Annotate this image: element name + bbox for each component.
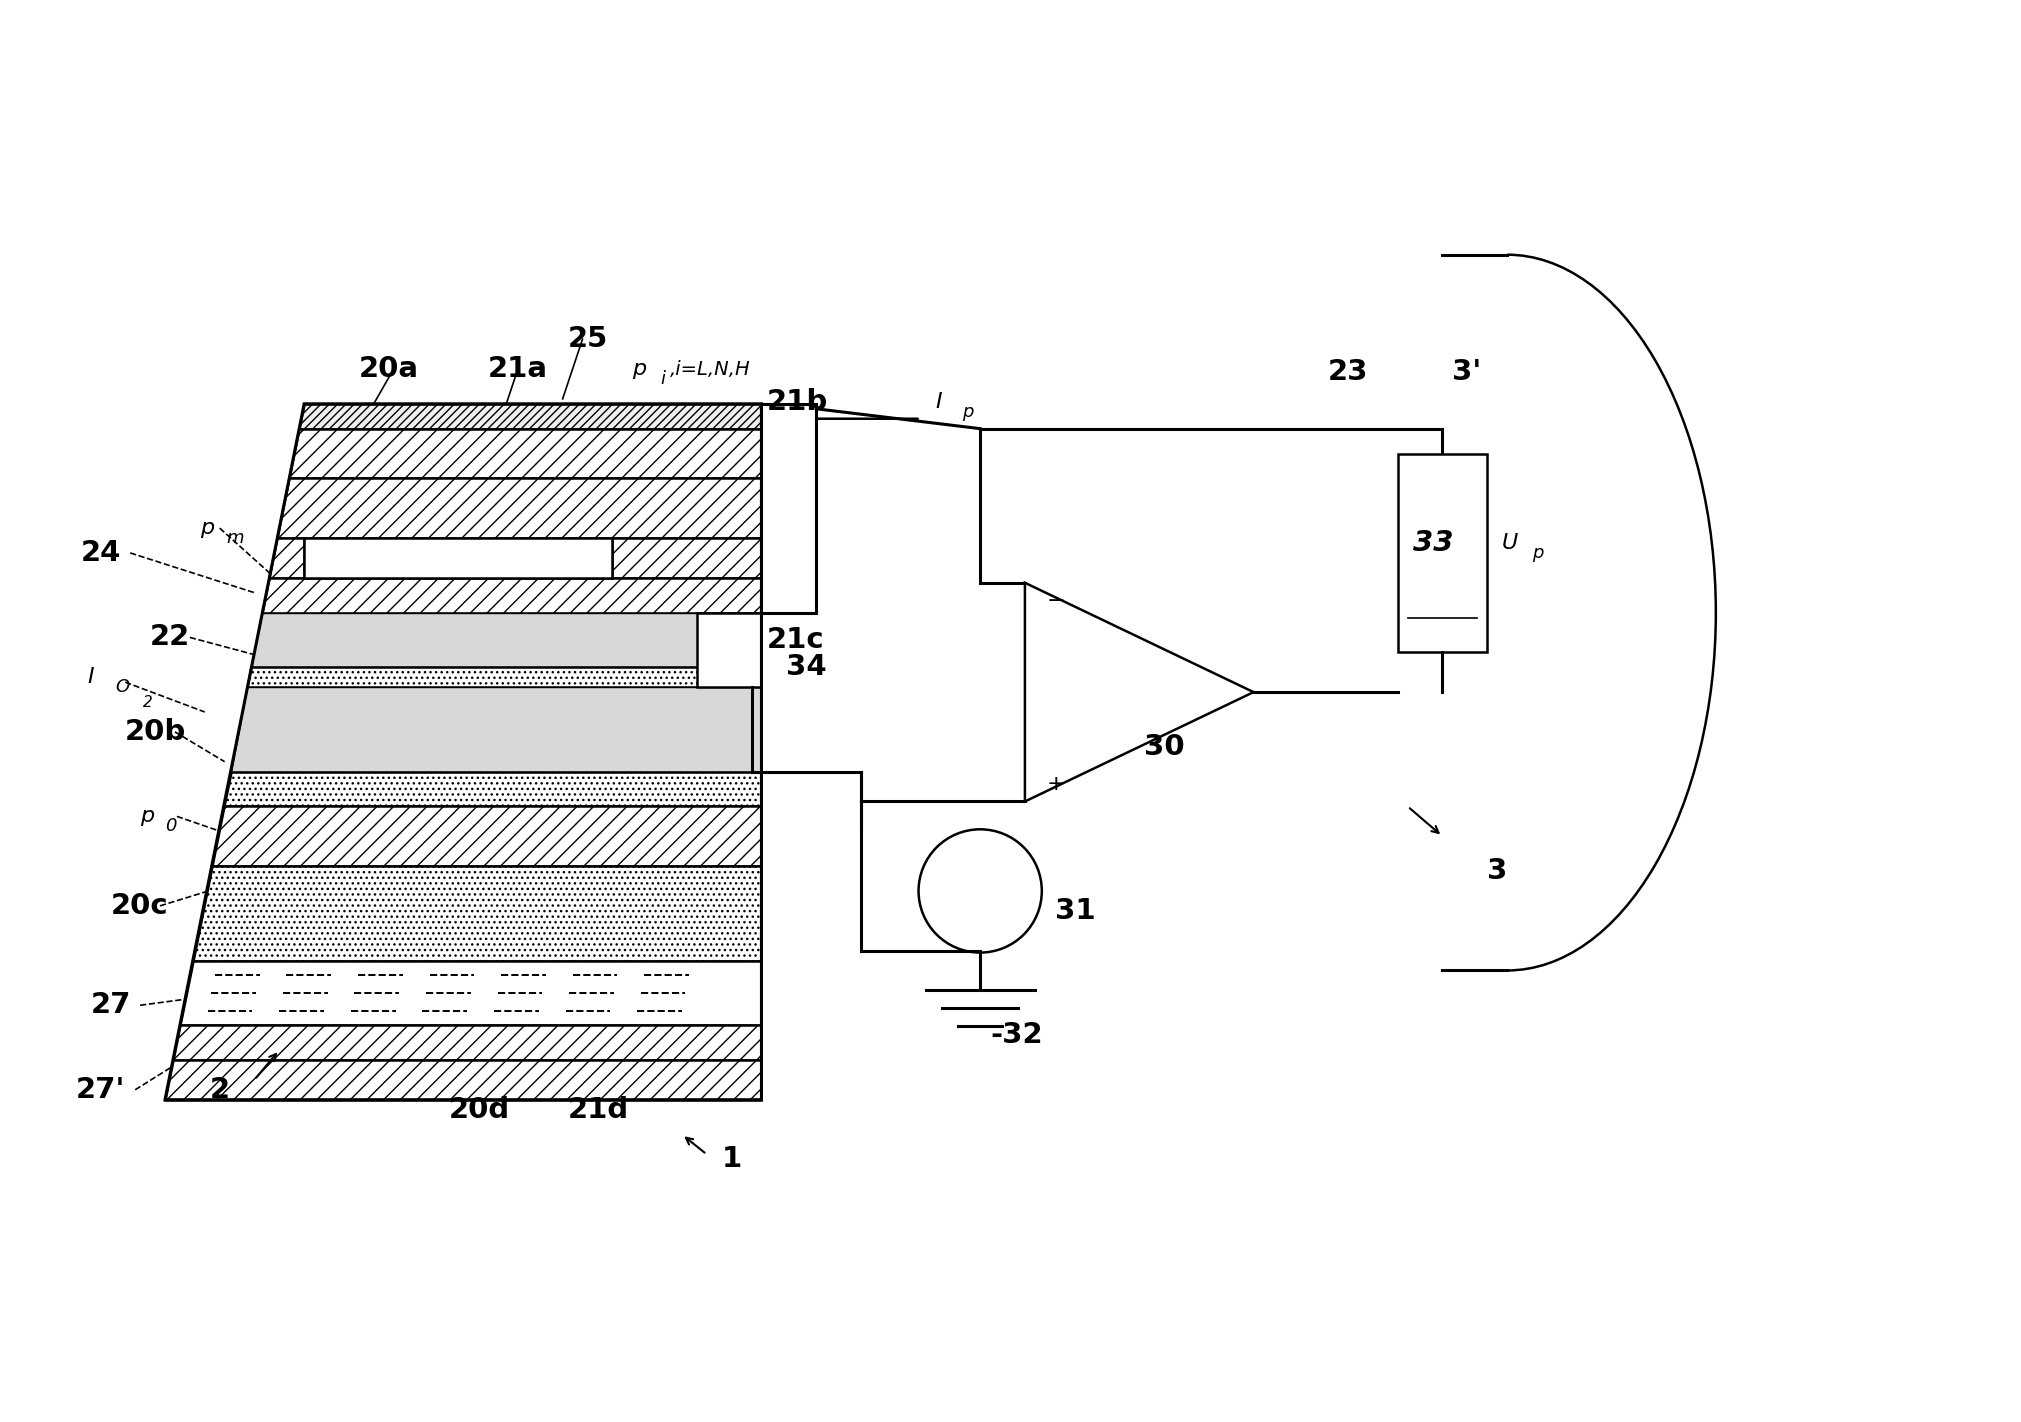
Text: 33: 33 [1413, 529, 1453, 557]
Polygon shape [230, 687, 762, 772]
Polygon shape [192, 866, 762, 960]
Text: 27': 27' [75, 1076, 125, 1103]
Polygon shape [277, 478, 762, 538]
Bar [762, 404, 816, 613]
Text: -32: -32 [990, 1021, 1043, 1049]
Circle shape [918, 829, 1041, 953]
Polygon shape [289, 428, 762, 478]
Text: 20d: 20d [449, 1095, 509, 1123]
Text: 3: 3 [1487, 857, 1508, 884]
Text: 20c: 20c [111, 892, 168, 920]
Text: i: i [661, 370, 665, 388]
Text: 25: 25 [568, 326, 608, 353]
Bar [1399, 454, 1487, 653]
Bar [697, 613, 762, 687]
Polygon shape [263, 577, 762, 613]
Text: +: + [1047, 774, 1065, 793]
Polygon shape [180, 960, 762, 1025]
Text: 21c: 21c [766, 626, 825, 654]
Text: 23: 23 [1328, 358, 1368, 385]
Text: 0: 0 [166, 818, 176, 835]
Polygon shape [269, 538, 305, 577]
Text: 20a: 20a [360, 356, 418, 383]
Polygon shape [247, 667, 762, 687]
Polygon shape [612, 538, 762, 577]
Text: O: O [115, 678, 129, 697]
Text: −: − [1047, 590, 1065, 610]
Text: p: p [962, 402, 974, 421]
Text: 27: 27 [91, 991, 131, 1020]
Polygon shape [212, 806, 762, 866]
Text: 24: 24 [81, 539, 121, 567]
Text: I: I [936, 392, 942, 412]
Polygon shape [224, 772, 762, 806]
Text: ,i=L,N,H: ,i=L,N,H [671, 360, 750, 378]
Text: 1: 1 [721, 1145, 742, 1173]
Text: p: p [200, 518, 214, 538]
Text: 20b: 20b [125, 718, 186, 747]
Text: 21a: 21a [489, 356, 548, 383]
Text: 22: 22 [150, 623, 190, 651]
Text: 30: 30 [1144, 732, 1184, 761]
Text: 21b: 21b [766, 388, 829, 415]
Polygon shape [251, 613, 762, 667]
Text: 21d: 21d [568, 1095, 629, 1123]
Text: 31: 31 [1055, 897, 1095, 924]
Polygon shape [1025, 583, 1253, 802]
Text: 34: 34 [786, 653, 827, 681]
Text: p: p [1532, 545, 1544, 562]
Text: 2: 2 [143, 694, 154, 710]
Text: 2: 2 [210, 1076, 230, 1103]
Text: I: I [87, 667, 95, 687]
Polygon shape [299, 404, 762, 428]
Polygon shape [174, 1025, 762, 1059]
Text: p: p [633, 358, 647, 380]
Polygon shape [166, 1059, 762, 1099]
Text: p: p [139, 806, 154, 826]
Bar [305, 538, 612, 577]
Text: U: U [1502, 533, 1518, 553]
Text: m: m [226, 529, 245, 547]
Text: 3': 3' [1453, 358, 1481, 385]
